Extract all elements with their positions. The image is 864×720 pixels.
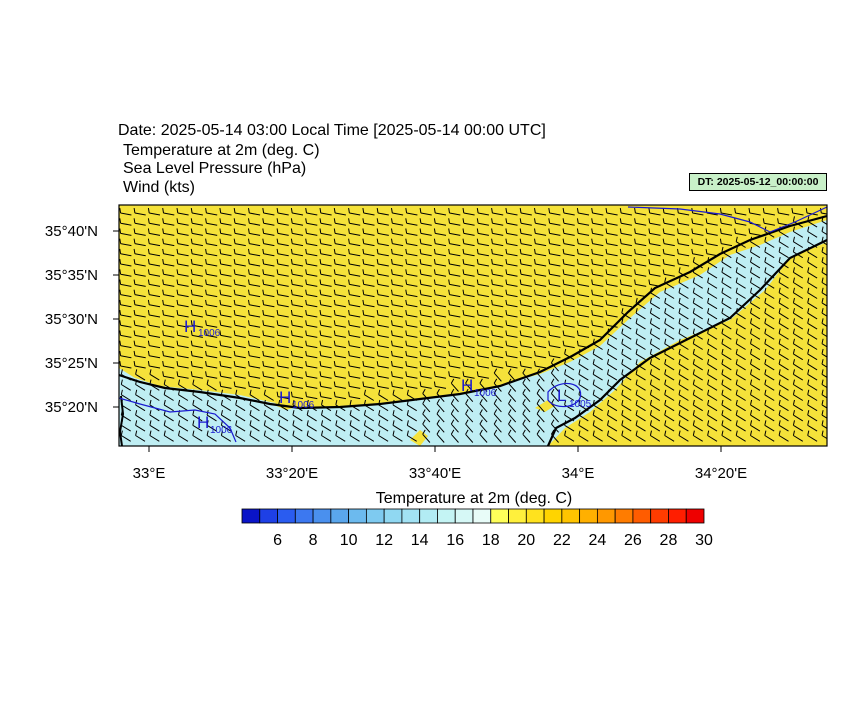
cool-sea-fill — [119, 220, 827, 446]
isobar-west — [119, 397, 237, 443]
wind-barbs — [119, 208, 827, 443]
svg-text:1006: 1006 — [474, 388, 497, 399]
svg-text:1006: 1006 — [292, 400, 315, 411]
colorbar-tick-label: 26 — [624, 532, 642, 549]
svg-text:L: L — [557, 386, 566, 405]
svg-text:H: H — [184, 317, 196, 336]
colorbar-swatch — [294, 508, 314, 524]
pressure-variable-label: Sea Level Pressure (hPa) — [123, 160, 307, 177]
colorbar-tick-label: 30 — [695, 532, 713, 549]
warm-patch-south — [410, 430, 428, 446]
svg-text:1006: 1006 — [210, 425, 233, 436]
colorbar-tick-label: 10 — [340, 532, 358, 549]
temperature-variable-label: Temperature at 2m (deg. C) — [123, 142, 320, 159]
colorbar-tick-label: 24 — [588, 532, 606, 549]
lon-label: 34°20'E — [695, 465, 747, 482]
colorbar-swatch — [561, 508, 581, 524]
lon-label: 33°20'E — [266, 465, 318, 482]
colorbar-swatch — [419, 508, 438, 524]
colorbar-tick-label: 20 — [517, 532, 535, 549]
lat-label: 35°20'N — [45, 399, 98, 416]
colorbar-swatch — [312, 508, 332, 524]
colorbar-swatch — [525, 508, 545, 524]
colorbar-swatch — [277, 508, 296, 524]
lon-label: 34°E — [562, 465, 595, 482]
latitude-axis — [113, 230, 119, 408]
lon-label: 33°40'E — [409, 465, 461, 482]
lat-label: 35°25'N — [45, 355, 98, 372]
lon-label: 33°E — [133, 465, 166, 482]
plot-frame — [118, 204, 828, 447]
pressure-center-high: H 1006 — [279, 388, 315, 411]
wind-barb-field — [119, 208, 827, 443]
colorbar-tick-label: 16 — [446, 532, 464, 549]
isobar-low-loop — [547, 382, 582, 408]
colorbar-tick-label: 28 — [660, 532, 678, 549]
coastline-north-cyprus — [119, 214, 827, 410]
svg-text:1005: 1005 — [569, 399, 592, 410]
colorbar-title: Temperature at 2m (deg. C) — [375, 490, 573, 507]
init-time-badge: DT: 2025-05-12_00:00:00 — [689, 173, 827, 191]
colorbar-swatch — [259, 508, 278, 524]
colorbar-swatch — [365, 508, 385, 524]
colorbar-swatch — [632, 508, 652, 524]
lat-label: 35°40'N — [45, 223, 98, 240]
colorbar-swatch — [508, 508, 527, 524]
lat-label: 35°30'N — [45, 311, 98, 328]
colorbar-swatch — [241, 508, 261, 524]
colorbar-swatch — [330, 508, 350, 524]
colorbar-tick-label: 6 — [273, 532, 282, 549]
coastline-west-edge — [119, 395, 125, 446]
colorbar-swatch — [614, 508, 634, 524]
colorbar-tick-label: 8 — [309, 532, 318, 549]
coastline-karpas-south — [546, 239, 827, 446]
colorbar-tick-label: 14 — [411, 532, 429, 549]
colorbar-tick-label: 22 — [553, 532, 571, 549]
colorbar-swatch — [543, 508, 563, 524]
colorbar-swatch — [685, 508, 705, 524]
isobar-north — [627, 206, 827, 233]
colorbar-swatch — [437, 508, 456, 524]
colorbar-tick-label: 18 — [482, 532, 500, 549]
colorbar-swatch — [668, 508, 687, 524]
colorbar-tick-labels: 6 8 10 12 14 16 18 20 22 24 26 28 30 — [273, 532, 713, 549]
longitude-axis — [148, 446, 722, 452]
svg-text:H: H — [197, 413, 209, 432]
colorbar-swatch — [383, 508, 403, 524]
svg-text:1006: 1006 — [198, 328, 221, 339]
pressure-center-high: H 1006 — [184, 317, 221, 339]
wind-variable-label: Wind (kts) — [123, 179, 195, 196]
colorbar-swatch — [650, 508, 669, 524]
colorbar-tick-label: 12 — [375, 532, 393, 549]
colorbar-swatch — [579, 508, 598, 524]
colorbar-swatch — [348, 508, 367, 524]
pressure-center-low: L 1005 — [557, 386, 592, 410]
colorbar-swatch — [454, 508, 474, 524]
pressure-center-high: H 1006 — [461, 376, 497, 399]
lat-label: 35°35'N — [45, 267, 98, 284]
temperature-colorbar — [241, 508, 705, 524]
svg-text:H: H — [461, 376, 473, 395]
colorbar-swatch — [596, 508, 616, 524]
colorbar-swatch — [490, 508, 509, 524]
svg-text:H: H — [279, 388, 291, 407]
date-title: Date: 2025-05-14 03:00 Local Time [2025-… — [118, 122, 546, 139]
pressure-center-high: H 1006 — [197, 413, 233, 436]
colorbar-swatch — [401, 508, 421, 524]
colorbar-swatch — [472, 508, 492, 524]
